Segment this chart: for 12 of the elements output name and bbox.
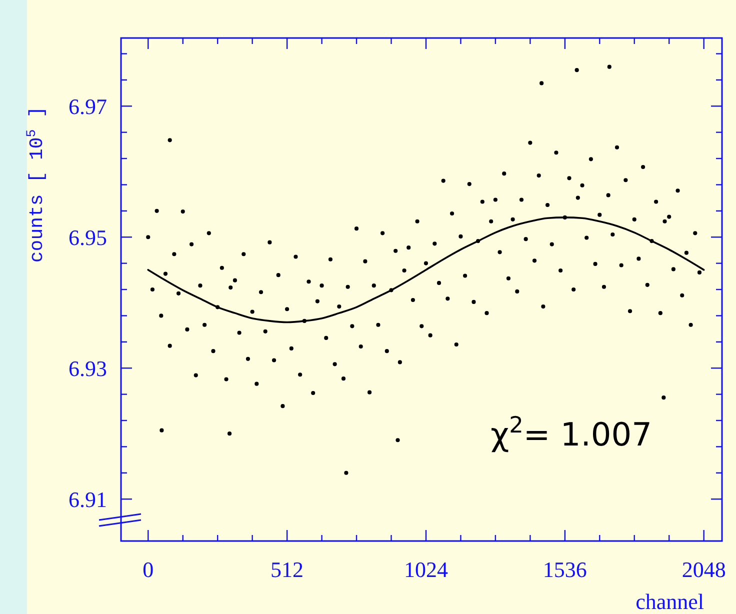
x-tick-label: 2048 — [682, 557, 726, 582]
x-tick-label: 0 — [142, 557, 154, 582]
y-tick-label: 6.91 — [68, 487, 107, 512]
x-axis-title: channel — [636, 589, 704, 614]
y-tick-label: 6.93 — [68, 356, 107, 382]
y-tick-label: 6.95 — [68, 225, 107, 250]
x-tick-label: 1024 — [404, 557, 448, 582]
y-tick-label: 6.97 — [68, 94, 107, 120]
x-tick-label: 1536 — [542, 557, 587, 582]
annotation: χ$^{2}$= 1.007 — [490, 412, 652, 454]
line-series — [147, 216, 705, 324]
x-tick-label: 512 — [270, 557, 304, 582]
